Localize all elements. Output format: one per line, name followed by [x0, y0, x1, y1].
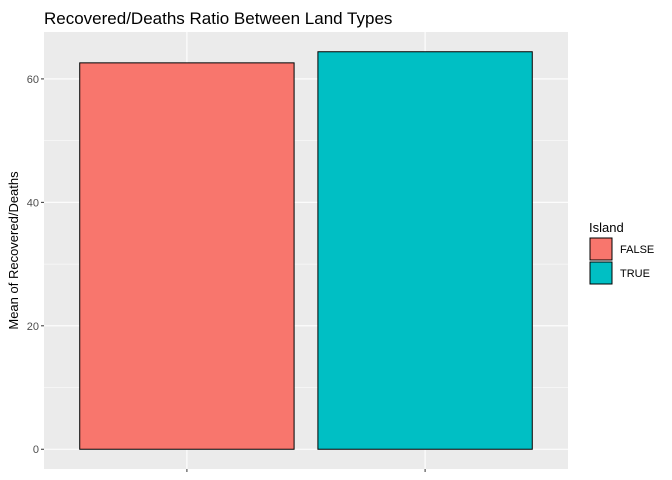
chart-title: Recovered/Deaths Ratio Between Land Type…: [44, 9, 392, 28]
bars: [79, 51, 533, 450]
legend-label-false: FALSE: [620, 244, 654, 256]
legend-key-true: [589, 261, 613, 285]
legend-key-false: [589, 237, 613, 261]
y-axis-title: Mean of Recovered/Deaths: [6, 171, 21, 330]
legend-label-true: TRUE: [620, 268, 650, 280]
legend: Island FALSE TRUE: [589, 220, 654, 285]
legend-title: Island: [589, 220, 624, 235]
y-tick-label: 0: [33, 444, 39, 456]
y-axis-ticks: 0 20 40 60: [27, 74, 426, 472]
bar-true: [317, 51, 533, 450]
y-tick-label: 60: [27, 74, 39, 86]
y-tick-label: 40: [27, 197, 39, 209]
y-tick-label: 20: [27, 321, 39, 333]
bar-false: [79, 62, 295, 450]
